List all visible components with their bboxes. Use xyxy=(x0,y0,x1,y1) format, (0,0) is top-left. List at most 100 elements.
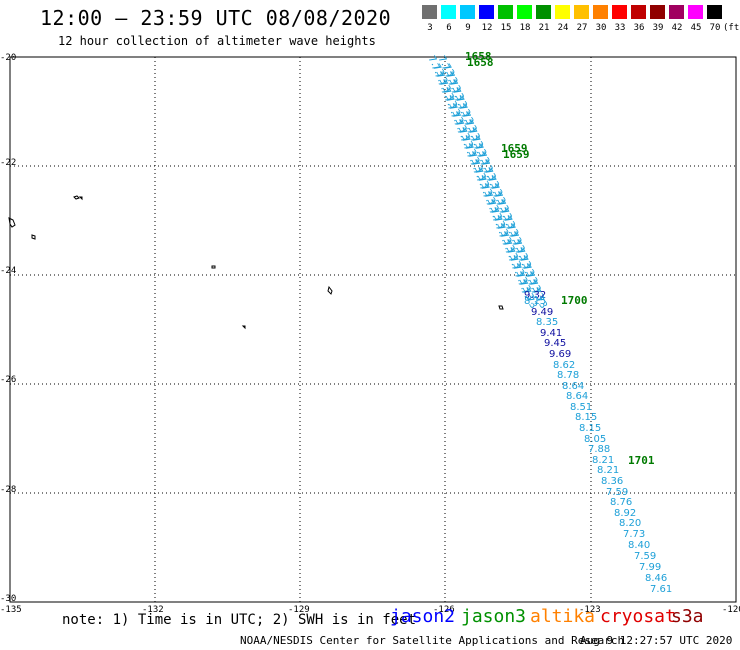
swh-value: 9.69 xyxy=(549,349,571,360)
swh-value: 8.15 xyxy=(579,423,601,434)
timestamp: Aug 9 12:27:57 UTC 2020 xyxy=(580,634,733,647)
swh-value: 8.78 xyxy=(557,370,579,381)
time-label: 1658 xyxy=(465,50,492,63)
legend-swatch-2 xyxy=(460,5,475,19)
swh-value: 8.36 xyxy=(601,476,623,487)
swh-value: 7.99 xyxy=(639,562,661,573)
island xyxy=(73,195,80,200)
legend-label: 70 xyxy=(709,23,721,33)
legend-label: 24 xyxy=(557,23,569,33)
legend-label: 18 xyxy=(519,23,531,33)
footnote: note: 1) Time is in UTC; 2) SWH is in fe… xyxy=(62,612,417,628)
legend-label: 39 xyxy=(652,23,664,33)
island xyxy=(241,325,246,330)
swh-value: 8.64 xyxy=(566,391,588,402)
time-label: 1700 xyxy=(561,294,588,307)
time-label: 1658 xyxy=(467,56,494,69)
swh-value: 8.64 xyxy=(562,381,584,392)
swh-value: 7.73 xyxy=(623,529,645,540)
island xyxy=(498,305,504,310)
jason3-values: 9.32 8.15 9.49 8.35 9.41 9.45 9.69 8.62 … xyxy=(524,290,672,595)
legend-swatch-3 xyxy=(479,5,494,19)
legend-label: 3 xyxy=(427,23,433,33)
swh-value: 9.45 xyxy=(544,338,566,349)
chart-title: 12:00 – 23:59 UTC 08/08/2020 xyxy=(40,6,392,30)
legend-label: 9 xyxy=(465,23,471,33)
islands xyxy=(8,195,504,330)
legend-label: 33 xyxy=(614,23,626,33)
legend-label: 30 xyxy=(595,23,607,33)
swh-value: 8.92 xyxy=(614,508,636,519)
time-labels: 1658 1658 1659 1659 1700 1701 xyxy=(465,50,655,467)
legend-label: 42 xyxy=(671,23,683,33)
swh-value: 8.76 xyxy=(610,497,632,508)
lat-tick-label: -28 xyxy=(0,485,16,495)
time-label: 1701 xyxy=(628,454,655,467)
legend-swatch-13 xyxy=(669,5,684,19)
swh-value: 8.05 xyxy=(584,434,606,445)
grid-lines xyxy=(10,57,736,602)
time-label: 1659 xyxy=(503,148,530,161)
legend-swatch-12 xyxy=(650,5,665,19)
island xyxy=(8,217,16,228)
legend-label: (ft) xyxy=(723,23,740,33)
swh-value: 8.51 xyxy=(570,402,592,413)
island xyxy=(31,234,36,240)
swh-value: 8.46 xyxy=(645,573,667,584)
lon-axis: -135 -132 -129 -126 -123 -120 xyxy=(0,605,740,615)
legend-swatch-11 xyxy=(631,5,646,19)
legend-altika: altika xyxy=(530,606,596,627)
swh-value: 8.40 xyxy=(628,540,650,551)
swh-value: 8.21 xyxy=(597,465,619,476)
lat-axis: -20 -22 -24 -26 -28 -30 xyxy=(0,53,16,604)
swh-value: 8.62 xyxy=(553,360,575,371)
swh-value: 7.88 xyxy=(588,444,610,455)
legend-swatch-1 xyxy=(441,5,456,19)
legend-cryosat: cryosat xyxy=(600,606,676,627)
lon-tick-label: -129 xyxy=(288,605,310,615)
swh-value: 8.15 xyxy=(524,296,546,307)
swh-value: 9.32 xyxy=(524,290,546,301)
legend-swatch-15 xyxy=(707,5,722,19)
legend-swatch-6 xyxy=(536,5,551,19)
lon-tick-label: -123 xyxy=(579,605,601,615)
lon-tick-label: -126 xyxy=(433,605,455,615)
legend-jason3: jason3 xyxy=(461,606,527,627)
lat-tick-label: -20 xyxy=(0,53,16,63)
legend-label: 12 xyxy=(481,23,493,33)
dense-track-labels: 7.737.737.737.737.737.737.737.737.737.73… xyxy=(425,54,548,311)
swh-value: 9.49 xyxy=(531,307,553,318)
lon-tick-label: -132 xyxy=(142,605,164,615)
time-label: 1659 xyxy=(501,142,528,155)
lon-tick-label: -120 xyxy=(722,605,740,615)
swh-value: 7.59 xyxy=(634,551,656,562)
swh-value: 7.61 xyxy=(650,584,672,595)
legend-label: 21 xyxy=(538,23,550,33)
legend-swatch-5 xyxy=(517,5,532,19)
legend-swatch-9 xyxy=(593,5,608,19)
legend-swatch-8 xyxy=(574,5,589,19)
island xyxy=(211,265,216,269)
swh-value: 7.59 xyxy=(606,487,628,498)
lat-tick-label: -24 xyxy=(0,266,16,276)
island xyxy=(327,285,333,295)
legend-swatch-10 xyxy=(612,5,627,19)
lat-tick-label: -26 xyxy=(0,375,16,385)
legend-swatch-0 xyxy=(422,5,437,19)
map-frame xyxy=(9,56,737,603)
legend-swatch-7 xyxy=(555,5,570,19)
legend-label: 36 xyxy=(633,23,645,33)
lon-tick-label: -135 xyxy=(0,605,22,615)
swh-value: 8.21 xyxy=(592,455,614,466)
island xyxy=(78,196,83,201)
legend-swatch-4 xyxy=(498,5,513,19)
legend-s3a: s3a xyxy=(671,606,704,627)
swh-value: 9.41 xyxy=(540,328,562,339)
lat-tick-label: -30 xyxy=(0,594,16,604)
swh-value: 8.35 xyxy=(536,317,558,328)
swh-value: 8.20 xyxy=(619,518,641,529)
chart-subtitle: 12 hour collection of altimeter wave hei… xyxy=(58,34,376,48)
legend-jason2: jason2 xyxy=(390,606,456,627)
legend-label: 45 xyxy=(690,23,702,33)
